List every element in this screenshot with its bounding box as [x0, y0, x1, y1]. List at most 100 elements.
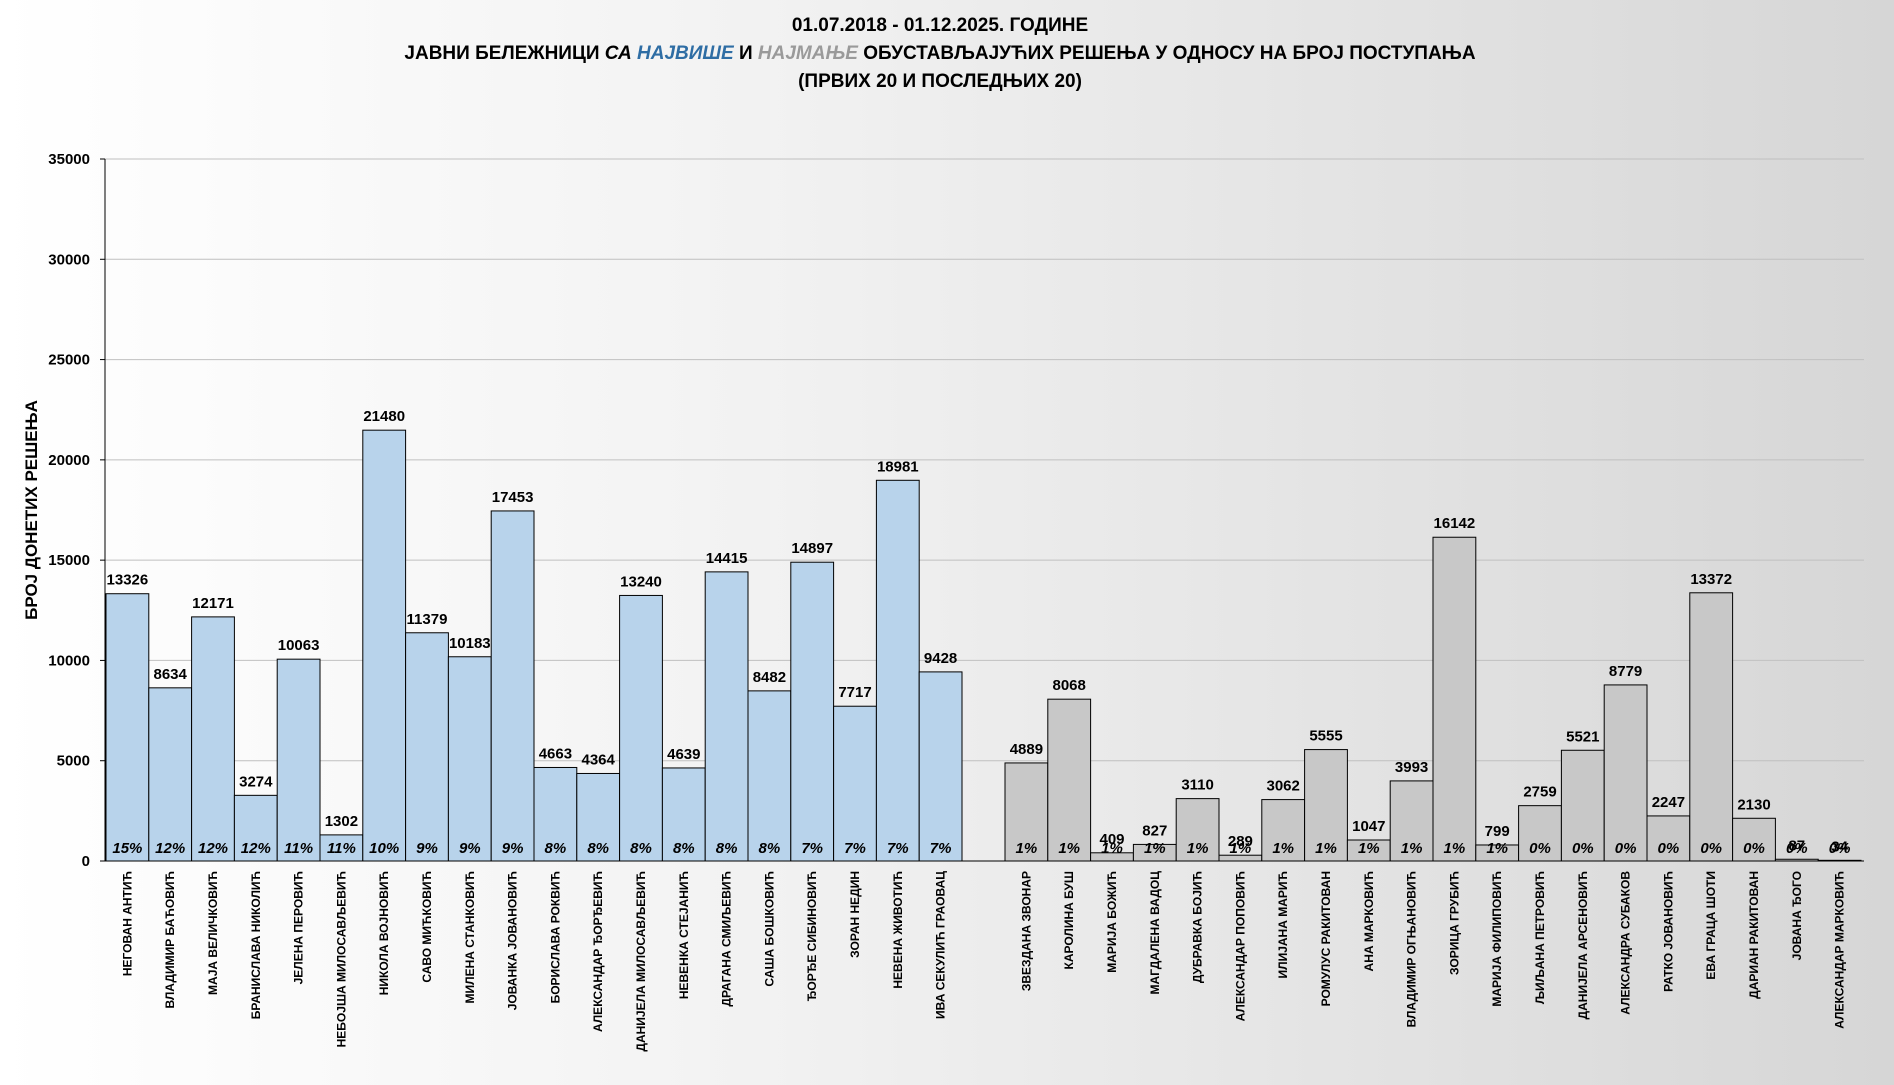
value-label-bottom20-10: 16142	[1434, 515, 1476, 532]
category-label-bottom20-8: АНА МАРКОВИЋ	[1362, 871, 1376, 971]
category-label-bottom20-2: МАРИЈА БОЖИЋ	[1105, 871, 1119, 973]
category-label-top20-19: ИВА СЕКУЛИЋ ГРАОВАЦ	[934, 871, 948, 1019]
value-label-top20-5: 1302	[325, 813, 358, 830]
category-label-bottom20-1: КАРОЛИНА БУШ	[1062, 871, 1076, 969]
category-label-bottom20-5: АЛЕКСАНДАР ПОПОВИЋ	[1233, 871, 1247, 1021]
percent-label-bottom20-9: 1%	[1401, 840, 1423, 857]
value-label-top20-16: 14897	[791, 540, 833, 557]
bar-bottom20-13	[1560, 749, 1605, 862]
category-label-bottom20-10: ЗОРИЦА ГРУБИЋ	[1447, 871, 1461, 975]
value-label-top20-18: 18981	[877, 458, 919, 475]
bar-top20-2	[191, 616, 235, 862]
bar-top20-8	[447, 656, 492, 862]
y-tick-label-1: 5000	[57, 753, 90, 770]
title-line-2-part-1: ЈАВНИ БЕЛЕЖНИЦИ	[404, 43, 604, 64]
percent-label-top20-4: 11%	[284, 840, 313, 857]
bar-top20-5	[319, 834, 364, 862]
percent-label-top20-10: 8%	[545, 840, 567, 857]
value-label-bottom20-2: 409	[1099, 831, 1124, 848]
percent-label-bottom20-14: 0%	[1615, 840, 1637, 857]
category-label-top20-16: ЂОРЂЕ СИБИНОВИЋ	[805, 871, 819, 1001]
bar-top20-13	[661, 767, 706, 862]
category-label-top20-15: САША БОШКОВИЋ	[762, 871, 776, 987]
bar-bottom20-12	[1518, 805, 1562, 862]
bar-top20-11	[576, 772, 621, 862]
title-line-3: (ПРВИХ 20 И ПОСЛЕДЊИХ 20)	[798, 71, 1082, 92]
percent-label-top20-12: 8%	[630, 840, 652, 857]
bar-top20-17	[833, 705, 877, 862]
category-label-top20-13: НЕВЕНКА СТЕЈАНИЋ	[677, 871, 691, 999]
value-label-top20-11: 4364	[582, 751, 616, 768]
value-label-top20-10: 4663	[539, 745, 572, 762]
category-label-top20-0: НЕГОВАН АНТИЋ	[120, 871, 134, 976]
title-highlight-least: НАЈМАЊЕ	[758, 43, 859, 64]
y-axis-label: БРОЈ ДОНЕТИХ РЕШЕЊА	[22, 400, 41, 620]
category-label-bottom20-11: МАРИЈА ФИЛИПОВИЋ	[1490, 871, 1504, 1007]
title-highlight-most: НАЈВИШЕ	[637, 43, 735, 64]
percent-label-bottom20-15: 0%	[1658, 840, 1680, 857]
percent-label-bottom20-19: 0%	[1829, 840, 1851, 857]
category-label-top20-14: ДРАГАНА СМИЉЕВИЋ	[720, 871, 734, 1007]
bar-top20-15	[747, 690, 792, 862]
bar-bottom20-7	[1304, 749, 1348, 862]
title-line-2: ЈАВНИ БЕЛЕЖНИЦИ СА НАЈВИШЕ И НАЈМАЊЕ ОБУ…	[404, 43, 1475, 64]
bar-bottom20-19	[1817, 859, 1862, 862]
bar-top20-12	[619, 594, 663, 862]
value-label-bottom20-12: 2759	[1523, 784, 1556, 801]
percent-label-bottom20-8: 1%	[1358, 840, 1380, 857]
percent-label-top20-2: 12%	[198, 840, 228, 857]
category-label-top20-4: ЈЕЛЕНА ПЕРОВИЋ	[292, 871, 306, 984]
percent-label-bottom20-2: 1%	[1101, 840, 1123, 857]
value-label-top20-1: 8634	[154, 666, 188, 683]
category-label-top20-10: БОРИСЛАВА РОКВИЋ	[548, 871, 562, 1003]
category-label-top20-11: АЛЕКСАНДАР ЂОРЂЕВИЋ	[591, 871, 605, 1032]
category-label-bottom20-12: ЉИЉАНА ПЕТРОВИЋ	[1533, 871, 1547, 1004]
category-label-top20-7: САВО МИЋКОВИЋ	[420, 871, 434, 983]
bar-bottom20-0	[1004, 762, 1049, 862]
value-label-top20-17: 7717	[838, 684, 871, 701]
y-tick-label-4: 20000	[48, 452, 90, 469]
value-label-bottom20-5: 289	[1228, 833, 1253, 850]
percent-label-bottom20-1: 1%	[1058, 840, 1080, 857]
percent-label-bottom20-3: 1%	[1144, 840, 1166, 857]
value-label-bottom20-14: 8779	[1609, 663, 1642, 680]
bar-top20-10	[533, 766, 578, 862]
bar-top20-1	[148, 687, 193, 862]
category-label-top20-18: НЕВЕНА ЖИВОТИЋ	[891, 871, 905, 989]
percent-label-top20-1: 12%	[155, 840, 185, 857]
bar-top20-19	[918, 671, 963, 862]
category-label-top20-5: НЕБОЈША МИЛОСАВЉЕВИЋ	[334, 871, 348, 1047]
percent-label-top20-18: 7%	[887, 840, 909, 857]
value-label-top20-14: 14415	[706, 550, 748, 567]
bar-bottom20-4	[1175, 798, 1220, 862]
title-line-1: 01.07.2018 - 01.12.2025. ГОДИНЕ	[792, 15, 1088, 36]
category-label-top20-17: ЗОРАН НЕДИН	[848, 871, 862, 958]
bar-bottom20-1	[1047, 698, 1092, 862]
percent-label-bottom20-10: 1%	[1444, 840, 1466, 857]
bar-bottom20-10	[1432, 536, 1477, 862]
value-label-bottom20-9: 3993	[1395, 759, 1428, 776]
bar-top20-0	[105, 593, 150, 862]
value-label-top20-9: 17453	[492, 489, 534, 506]
y-tick-label-0: 0	[82, 853, 90, 870]
value-label-bottom20-8: 1047	[1352, 818, 1385, 835]
percent-label-bottom20-16: 0%	[1700, 840, 1722, 857]
y-tick-label-5: 25000	[48, 352, 90, 369]
bar-bottom20-14	[1603, 684, 1648, 862]
value-label-bottom20-19: 34	[1831, 838, 1848, 855]
value-label-bottom20-4: 3110	[1181, 777, 1214, 794]
percent-label-bottom20-13: 0%	[1572, 840, 1594, 857]
percent-label-bottom20-7: 1%	[1315, 840, 1337, 857]
category-label-bottom20-16: ЕВА ГРАЦА ШОТИ	[1704, 871, 1718, 980]
category-label-bottom20-17: ДАРИАН РАКИТОВАН	[1747, 871, 1761, 999]
value-label-bottom20-0: 4889	[1010, 741, 1043, 758]
category-label-bottom20-18: ЈОВАНА ЂОГО	[1790, 871, 1804, 960]
category-label-top20-1: ВЛАДИМИР БАЋОВИЋ	[163, 871, 177, 1009]
value-label-bottom20-16: 13372	[1690, 571, 1732, 588]
value-label-top20-8: 10183	[449, 635, 491, 652]
x-axis-labels: НЕГОВАН АНТИЋ ВЛАДИМИР БАЋОВИЋ МАЈА ВЕЛИЧК…	[120, 871, 1846, 1052]
category-label-top20-12: ДАНИЈЕЛА МИЛОСАВЉЕВИЋ	[634, 871, 648, 1052]
value-label-bottom20-7: 5555	[1309, 728, 1342, 745]
bar-top20-4	[276, 658, 321, 862]
category-label-top20-6: НИКОЛА ВОЈНОВИЋ	[377, 871, 391, 995]
